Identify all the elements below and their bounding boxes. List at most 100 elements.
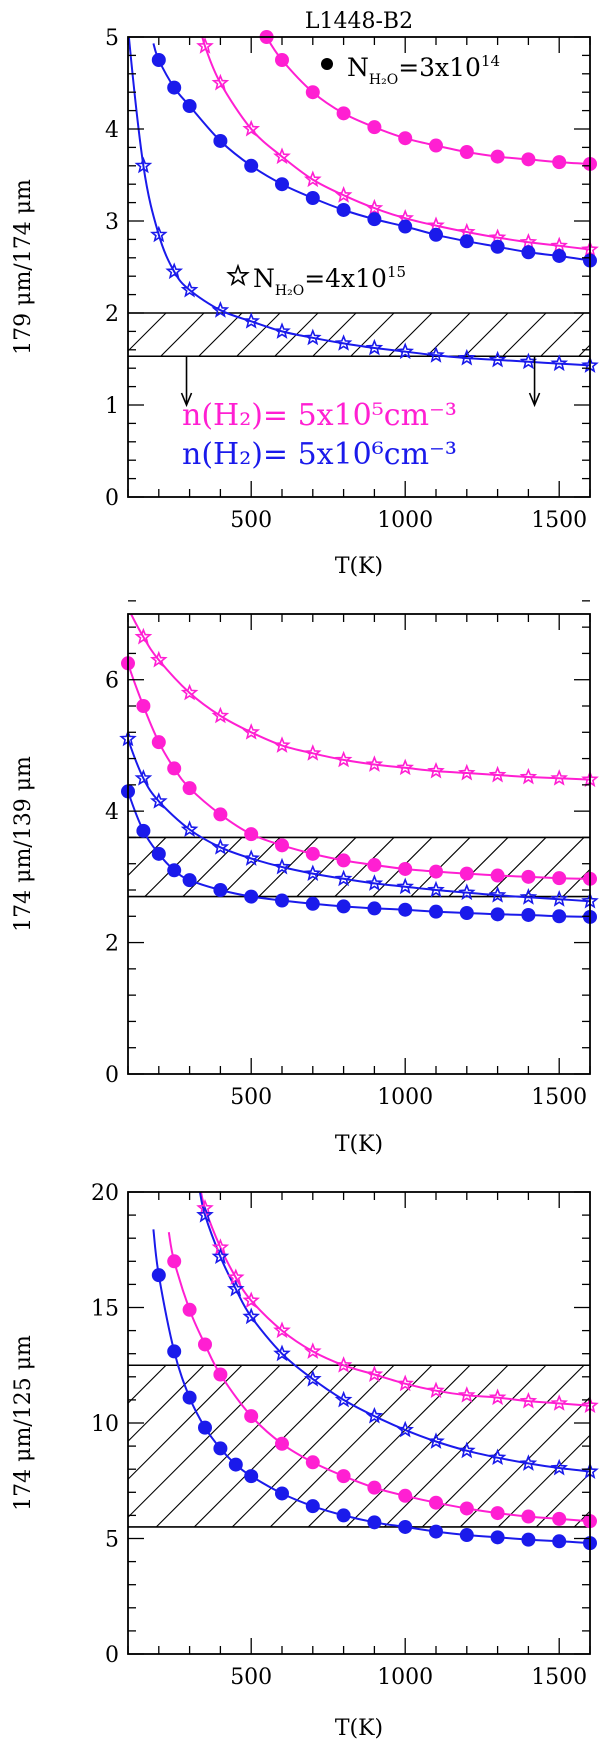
data-point: [550, 354, 569, 372]
data-point: [182, 781, 197, 796]
data-point: [488, 765, 507, 783]
model-curves: [128, 614, 590, 918]
plot-frame: [127, 1191, 591, 1655]
hatch-lines: [128, 1364, 590, 1528]
data-point: [398, 219, 413, 234]
data-point: [550, 1458, 568, 1476]
plot-frame: [127, 613, 591, 1075]
hatch-line: [128, 1364, 281, 1519]
data-point: [211, 301, 230, 318]
data-point: [213, 807, 228, 822]
data-point: [134, 156, 153, 174]
series-line: [128, 37, 590, 367]
data-point: [336, 853, 351, 868]
hatch-line: [540, 312, 585, 357]
data-point: [398, 1488, 413, 1503]
data-point: [334, 750, 353, 768]
data-point: [521, 1509, 536, 1524]
data-point: [305, 191, 320, 205]
data-point: [521, 869, 536, 884]
data-point: [334, 334, 353, 351]
data-point: [305, 85, 320, 100]
hatch-line: [350, 312, 395, 357]
hatch-line: [459, 1396, 590, 1528]
hatch-line: [426, 312, 471, 357]
data-point: [521, 152, 536, 167]
data-point: [490, 1530, 505, 1545]
data-point: [490, 907, 505, 922]
data-point: [365, 874, 384, 891]
data-point: [552, 248, 567, 263]
data-point: [149, 792, 168, 809]
data-point: [304, 864, 322, 881]
data-point: [490, 1506, 505, 1521]
plot-frame: [127, 36, 591, 498]
hatch-line: [486, 837, 547, 897]
y-tick-label: 4: [105, 800, 119, 825]
data-point: [134, 627, 153, 645]
hatch-line: [345, 1364, 509, 1528]
data-point: [398, 861, 413, 876]
data-point: [213, 1367, 228, 1382]
data-point: [275, 177, 289, 192]
data-point: [336, 202, 351, 217]
tick-labels: 500 1000 1500 0 2 4 6: [105, 669, 587, 1110]
tick-labels: 500 1000 1500 0 5 10 15 20: [91, 1181, 587, 1690]
data-point: [275, 1436, 289, 1451]
x-tick-label: 500: [230, 1085, 272, 1110]
hatched-band: [128, 312, 590, 358]
data-point: [365, 1365, 384, 1382]
panel-174-139: 500 1000 1500 0 2 4 6 T(K) 174 μm/139 μm: [11, 600, 599, 1157]
data-point: [519, 233, 538, 250]
data-point: [334, 1356, 353, 1373]
data-point: [398, 1519, 413, 1534]
data-point: [365, 338, 384, 356]
hatch-line: [562, 868, 590, 897]
data-point: [459, 1501, 474, 1516]
y-tick-label: 5: [105, 26, 119, 51]
data-point: [550, 1394, 568, 1411]
data-point: [182, 873, 197, 888]
data-point: [275, 1486, 289, 1501]
hatch-line: [578, 344, 590, 357]
hatch-line: [535, 1472, 590, 1528]
hatch-line: [334, 837, 395, 897]
tick-labels: 500 1000 1500 0 1 2 3 4 5: [105, 26, 587, 533]
y-tick-label: 3: [105, 210, 119, 235]
data-point: [211, 73, 230, 91]
y-tick-label: 15: [91, 1297, 119, 1322]
series-line: [129, 614, 590, 781]
data-point: [521, 907, 536, 922]
y-axis-label: 179 μm/174 μm: [11, 179, 36, 355]
annotation-star-value: =4x10: [304, 264, 387, 293]
data-point: [334, 186, 353, 203]
data-point: [336, 1508, 351, 1523]
x-tick-label: 500: [230, 1665, 272, 1690]
data-point: [459, 1528, 474, 1543]
data-point: [427, 880, 445, 898]
data-point: [550, 769, 569, 786]
data-point: [458, 883, 476, 901]
data-point: [167, 863, 182, 878]
hatch-line: [421, 1364, 585, 1528]
hatch-line: [128, 837, 129, 839]
hatch-line: [198, 312, 243, 357]
x-tick-label: 1500: [531, 508, 587, 533]
annotation-dot-value: =3x10: [398, 53, 481, 82]
data-point: [519, 352, 538, 370]
hatched-band: [128, 836, 590, 898]
hatch-line: [269, 1364, 433, 1528]
data-point: [273, 1344, 291, 1362]
x-tick-label: 1000: [377, 1665, 433, 1690]
y-tick-label: 0: [105, 1643, 119, 1668]
hatch-line: [128, 1364, 205, 1443]
hatch-line: [258, 837, 319, 897]
data-point: [334, 1390, 353, 1408]
data-point: [365, 755, 384, 772]
data-point: [427, 1432, 445, 1449]
annotation-star-sub: H₂O: [275, 283, 304, 299]
figure-title: L1448-B2: [305, 9, 413, 34]
hatch-line: [388, 312, 433, 357]
y-tick-label: 20: [91, 1181, 119, 1206]
data-point: [490, 239, 505, 254]
